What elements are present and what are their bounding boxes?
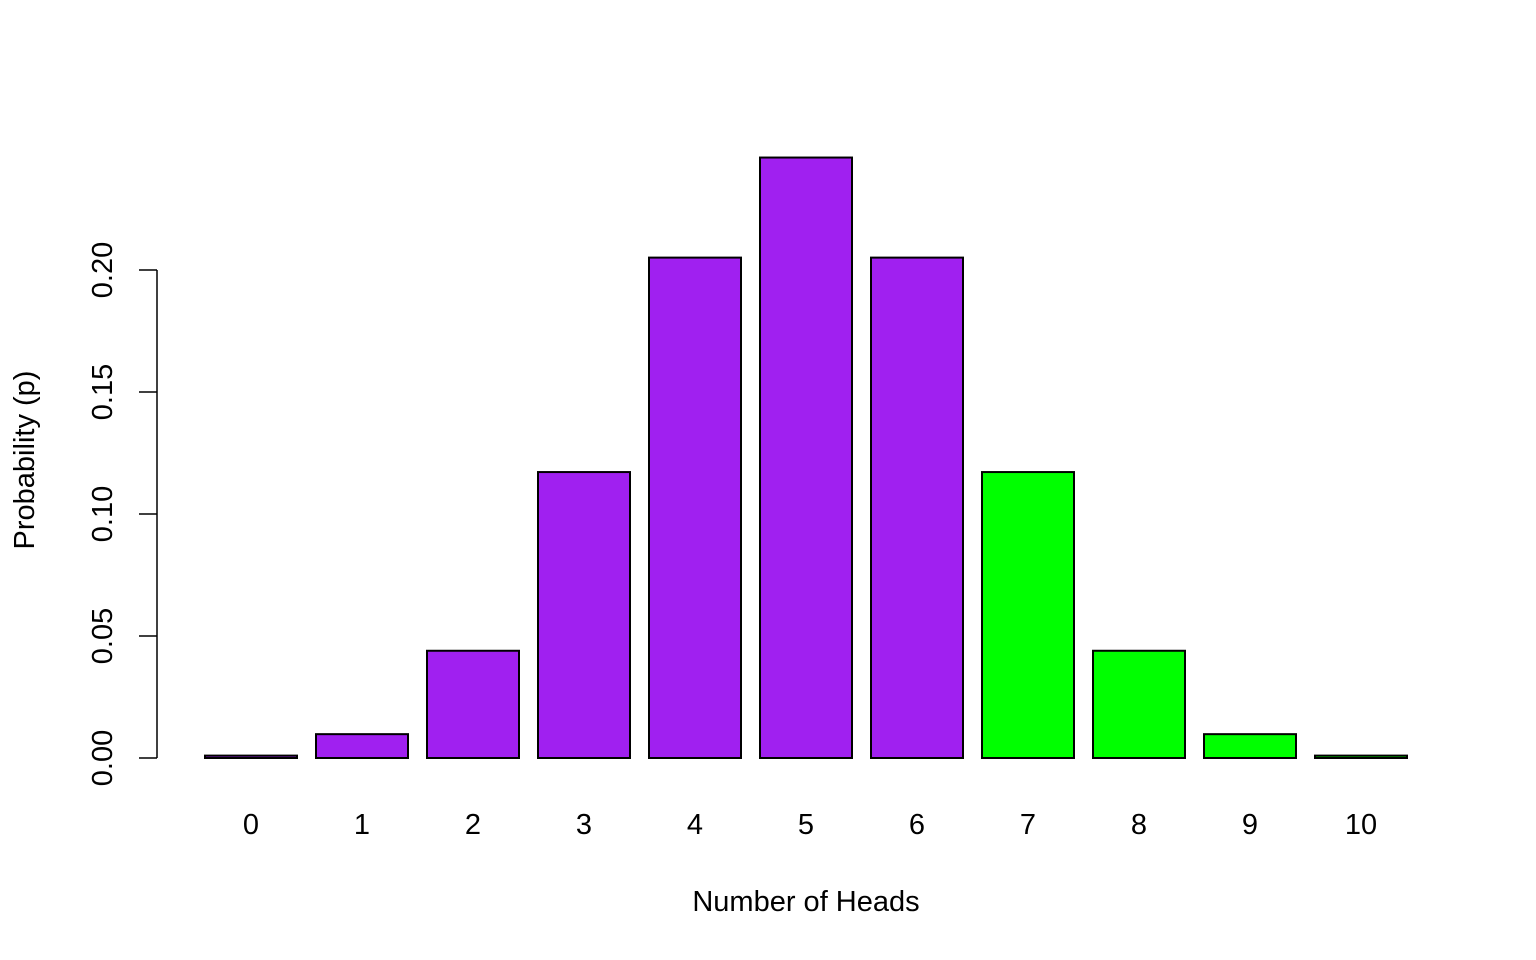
y-tick-label: 0.15 [87,364,119,420]
x-tick-labels: 0 1 2 3 4 5 6 7 8 9 10 [243,809,1377,841]
y-axis-title: Probability (p) [9,371,41,550]
y-tick-label: 0.05 [87,608,119,664]
bar-1 [315,733,409,759]
bar-10 [1314,754,1408,760]
x-tick-label: 10 [1345,809,1377,841]
x-tick-label: 6 [909,809,925,841]
bar-5 [759,156,853,759]
bar-2 [426,649,520,760]
x-tick-label: 2 [465,809,481,841]
y-tick-label: 0.20 [87,242,119,298]
bar-6 [870,256,964,759]
x-tick-label: 4 [687,809,703,841]
y-axis: 0.00 0.05 0.10 0.15 0.20 [87,242,158,786]
x-tick-label: 7 [1020,809,1036,841]
x-tick-label: 1 [354,809,370,841]
y-tick-label: 0.00 [87,730,119,786]
bar-4 [648,256,742,759]
bars [204,156,1408,760]
x-tick-label: 0 [243,809,259,841]
x-tick-label: 3 [576,809,592,841]
bar-7 [981,471,1075,759]
x-tick-label: 8 [1131,809,1147,841]
bar-3 [537,471,631,759]
y-tick-label: 0.10 [87,486,119,542]
x-tick-label: 9 [1242,809,1258,841]
bar-8 [1092,649,1186,760]
bar-0 [204,754,298,760]
bar-9 [1203,733,1297,759]
x-tick-label: 5 [798,809,814,841]
x-axis-title: Number of Heads [692,886,919,918]
